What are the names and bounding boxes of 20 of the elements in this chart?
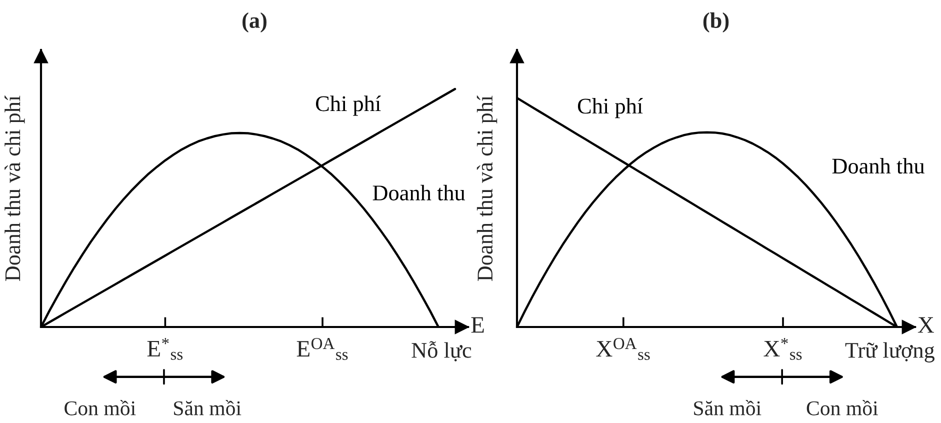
x-axis-title: Trữ lượng [845, 342, 934, 362]
series-label: Chi phí [578, 98, 643, 118]
series-label: Doanh thu [372, 184, 466, 200]
x-tick-label: X$^{OA}$$_{ss}$ [596, 338, 650, 360]
chart-title: (b) [703, 12, 729, 33]
text: Săn mồi [694, 400, 762, 416]
text: E [471, 317, 484, 333]
x-axis-title: Nỗ lực [412, 341, 472, 362]
series-label: Doanh thu [832, 158, 924, 174]
series-label: Chi phí [316, 96, 381, 116]
text: Con mồi [64, 400, 136, 416]
text: Săn mồi [174, 400, 242, 416]
y-axis-title: Doanh thu và chi phí [4, 96, 25, 282]
text: X [918, 317, 934, 333]
text: Con mồi [806, 400, 878, 416]
chart-title: (a) [242, 12, 266, 33]
x-tick-label: E$^{OA}$$_{ss}$ [296, 338, 348, 360]
x-tick-label: E$^{*}$$_{ss}$ [147, 338, 183, 360]
x-tick-label: X$^{*}$$_{ss}$ [764, 338, 802, 360]
y-axis-title: Doanh thu và chi phí [476, 96, 498, 282]
